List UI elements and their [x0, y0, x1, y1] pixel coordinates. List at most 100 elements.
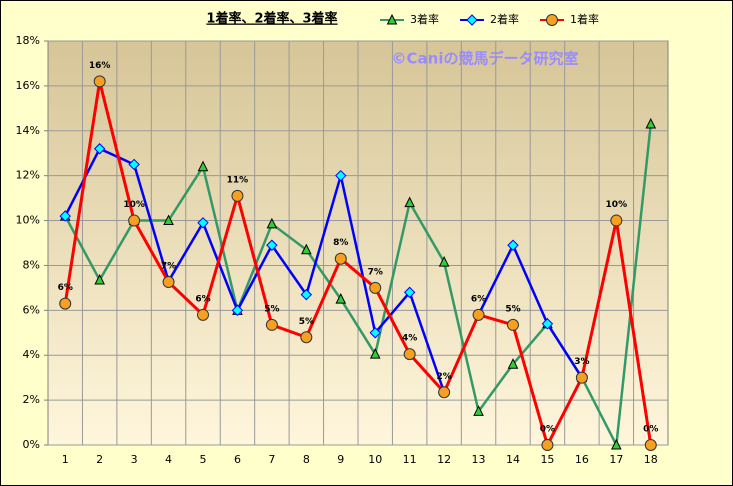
x-tick-label: 7: [268, 453, 275, 466]
marker: [93, 75, 106, 88]
marker: [611, 438, 622, 450]
legend-label: 1着率: [570, 12, 599, 26]
x-tick-label: 5: [200, 453, 207, 466]
x-tick-label: 9: [337, 453, 344, 466]
marker: [301, 243, 312, 255]
marker: [546, 14, 558, 26]
marker: [335, 292, 347, 304]
marker: [231, 189, 244, 202]
marker: [541, 439, 554, 451]
marker: [59, 210, 71, 222]
data-label: 5%: [264, 304, 279, 314]
data-label: 0%: [540, 425, 555, 435]
y-tick-label: 6%: [23, 303, 40, 316]
marker: [369, 281, 382, 294]
x-tick-label: 17: [609, 453, 623, 466]
x-tick-label: 14: [506, 453, 520, 466]
marker: [438, 255, 450, 267]
marker: [93, 143, 106, 155]
marker: [507, 318, 519, 331]
y-tick-label: 12%: [16, 169, 40, 182]
marker: [59, 297, 72, 310]
data-label: 6%: [195, 294, 210, 304]
data-label: 0%: [643, 425, 658, 435]
x-tick-label: 6: [234, 453, 241, 466]
marker: [197, 160, 209, 172]
marker: [163, 214, 174, 226]
x-tick-label: 1: [62, 453, 69, 466]
marker: [266, 217, 278, 229]
x-tick-label: 8: [303, 453, 310, 466]
chart-title: 1着率、2着率、3着率: [206, 11, 337, 27]
marker: [162, 276, 175, 289]
data-label: 10%: [606, 200, 628, 210]
marker: [231, 304, 244, 317]
marker: [575, 371, 588, 384]
data-label: 8%: [333, 238, 348, 248]
marker: [197, 308, 209, 321]
marker: [197, 217, 209, 229]
marker: [645, 117, 657, 129]
marker: [644, 439, 657, 451]
marker: [507, 239, 519, 251]
watermark: ©Caniの競馬データ研究室: [392, 50, 579, 68]
data-label: 7%: [161, 262, 176, 272]
marker: [403, 286, 416, 299]
marker: [438, 386, 451, 399]
data-label: 16%: [89, 61, 111, 71]
data-label: 4%: [402, 334, 417, 344]
legend-label: 3着率: [410, 12, 439, 26]
marker: [300, 331, 313, 344]
marker: [266, 239, 278, 251]
marker: [300, 288, 313, 301]
marker: [404, 196, 415, 208]
x-tick-label: 11: [403, 453, 417, 466]
x-tick-label: 16: [575, 453, 589, 466]
y-tick-label: 18%: [16, 34, 40, 47]
marker: [369, 347, 381, 359]
y-tick-label: 0%: [23, 438, 40, 451]
marker: [610, 214, 623, 227]
series-line: [64, 147, 653, 446]
data-label: 11%: [227, 175, 249, 185]
marker: [541, 318, 554, 330]
data-label: 5%: [299, 317, 314, 327]
x-tick-label: 3: [131, 453, 138, 466]
marker: [507, 358, 519, 369]
x-tick-label: 10: [368, 453, 382, 466]
marker: [334, 252, 347, 265]
data-label: 2%: [436, 372, 451, 382]
data-label: 10%: [123, 200, 145, 210]
marker: [403, 348, 416, 361]
data-label: 3%: [574, 357, 589, 367]
x-tick-label: 12: [437, 453, 451, 466]
x-tick-label: 18: [644, 453, 658, 466]
data-label: 6%: [471, 294, 486, 304]
y-tick-label: 8%: [23, 258, 40, 271]
x-tick-label: 2: [96, 453, 103, 466]
marker: [128, 214, 141, 227]
marker: [128, 158, 140, 171]
marker: [94, 273, 105, 285]
y-tick-label: 14%: [16, 124, 40, 137]
marker: [386, 13, 398, 25]
marker: [473, 405, 484, 416]
data-label: 6%: [58, 283, 73, 293]
marker: [466, 14, 478, 26]
series-line: [63, 81, 653, 450]
y-tick-label: 2%: [23, 393, 40, 406]
marker: [335, 169, 347, 182]
marker: [369, 327, 381, 339]
y-tick-label: 4%: [23, 348, 40, 361]
x-tick-label: 15: [540, 453, 554, 466]
x-tick-label: 13: [472, 453, 486, 466]
x-tick-label: 4: [165, 453, 172, 466]
legend-label: 2着率: [490, 12, 519, 26]
data-label: 7%: [368, 267, 383, 277]
marker: [265, 318, 278, 331]
marker: [472, 308, 485, 321]
data-label: 5%: [505, 304, 520, 314]
y-tick-label: 16%: [16, 79, 40, 92]
